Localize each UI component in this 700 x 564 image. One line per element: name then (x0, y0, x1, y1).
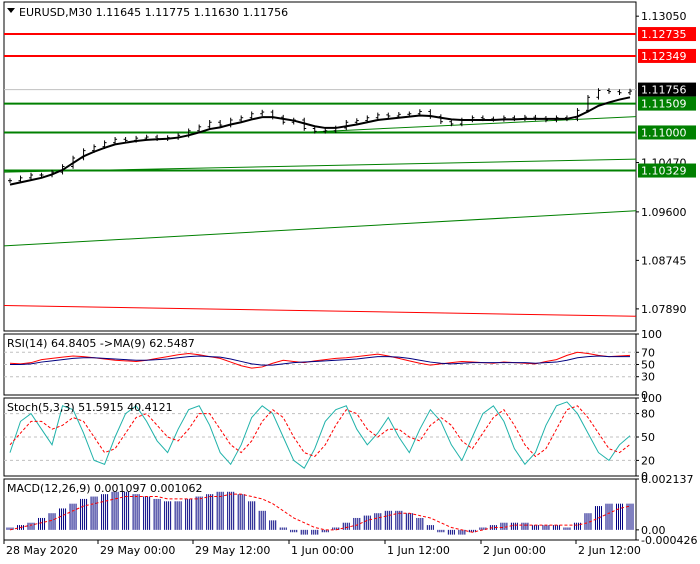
indicator-title: RSI(14) 64.8405 ->MA(9) 62.5487 (7, 337, 195, 350)
y-tick-label: 0.00 (641, 524, 666, 537)
moving-average-line (9, 96, 631, 186)
y-tick-label: 50 (641, 359, 655, 372)
y-tick-label: 0 (641, 470, 648, 483)
panel-frame-0 (3, 1, 637, 332)
y-tick-label: 1.08745 (641, 254, 687, 267)
y-tick-label: -0.000426 (641, 534, 697, 547)
y-tick-label: 1.12349 (641, 50, 687, 63)
y-tick-label: 30 (641, 371, 655, 384)
indicator-title: MACD(12,26,9) 0.001097 0.001062 (7, 482, 203, 495)
symbol-info: EURUSD,M30 1.11645 1.11775 1.11630 1.117… (19, 6, 288, 19)
chevron-down-icon[interactable] (7, 8, 15, 13)
indicator-series-0 (9, 401, 631, 469)
y-tick-label: 1.11000 (641, 126, 687, 139)
indicator-series-1 (10, 355, 630, 366)
indicator-title: Stoch(5,3,3) 51.5915 40.4121 (7, 401, 173, 414)
x-tick-label: 2 Jun 12:00 (578, 544, 641, 557)
y-tick-label: 20 (641, 454, 655, 467)
y-tick-label: 100 (641, 392, 662, 405)
level-tag-support (638, 125, 696, 140)
y-tick-label: 1.07890 (641, 303, 687, 316)
level-tag-resistance (638, 27, 696, 42)
x-tick-label: 1 Jun 00:00 (291, 544, 354, 557)
y-tick-label: 50 (641, 431, 655, 444)
x-tick-label: 29 May 12:00 (195, 544, 270, 557)
trend-line-3 (301, 116, 637, 133)
current-price-label: 1.11756 (641, 84, 687, 97)
y-tick-label: 100 (641, 328, 662, 341)
y-tick-label: 0 (641, 389, 648, 402)
y-tick-label: 0.002137 (641, 473, 694, 486)
x-tick-label: 29 May 00:00 (100, 544, 175, 557)
y-tick-label: 1.09600 (641, 206, 687, 219)
x-tick-label: 1 Jun 12:00 (387, 544, 450, 557)
y-tick-label: 1.13050 (641, 10, 687, 23)
macd-signal-line (9, 493, 631, 533)
x-tick-label: 28 May 2020 (6, 544, 78, 557)
level-tag-resistance (638, 48, 696, 63)
price-tag (638, 82, 696, 97)
y-tick-label: 1.12735 (641, 28, 687, 41)
y-tick-label: 1.11509 (641, 98, 687, 111)
y-tick-label: 80 (641, 408, 655, 421)
level-tag-support (638, 96, 696, 111)
x-tick-label: 2 Jun 00:00 (483, 544, 546, 557)
indicator-series-0 (9, 351, 631, 369)
panel-frame-3 (3, 478, 637, 541)
trend-line-2 (3, 304, 637, 317)
trend-line-1 (3, 210, 637, 247)
y-tick-label: 1.10329 (641, 165, 687, 178)
indicator-series-1 (9, 405, 631, 458)
y-tick-label: 70 (641, 346, 655, 359)
level-tag-support (638, 163, 696, 178)
